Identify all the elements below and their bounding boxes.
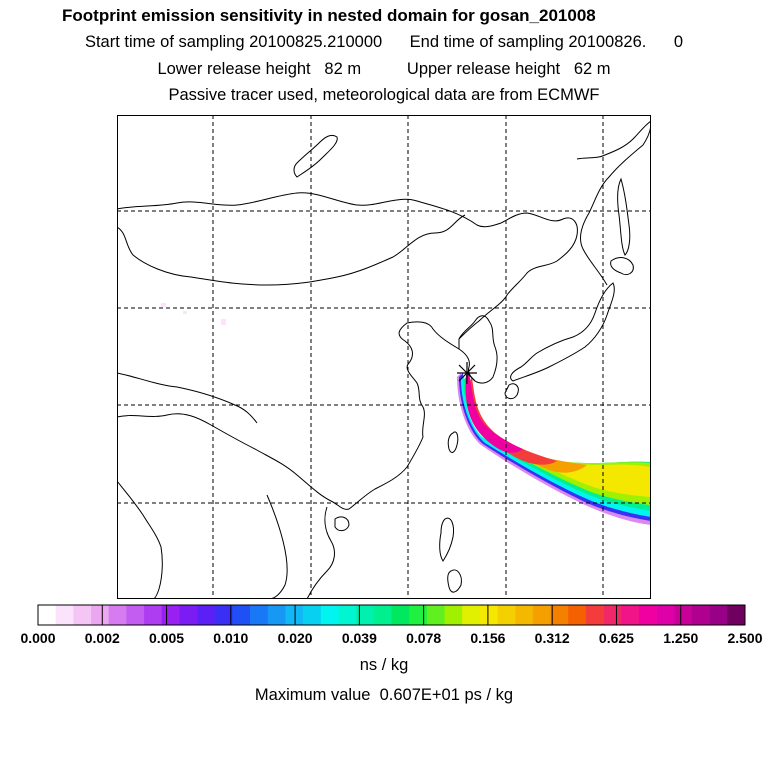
colorbar-cell <box>656 605 675 625</box>
colorbar-cell <box>691 605 710 625</box>
border-indochina <box>266 494 288 599</box>
colorbar-cell <box>250 605 269 625</box>
colorbar-cell <box>462 605 481 625</box>
colorbar-cell <box>550 605 569 625</box>
colorbar-cell <box>568 605 587 625</box>
coast-korea <box>458 315 498 384</box>
colorbar-label: 0.312 <box>535 630 570 646</box>
colorbar-cell <box>232 605 251 625</box>
colorbar-cell <box>426 605 445 625</box>
coast-bay-of-bengal <box>117 480 163 599</box>
plume-speck <box>221 319 226 325</box>
colorbar: 0.000 0.002 0.005 0.010 0.020 0.039 0.078 0.156… <box>20 604 763 646</box>
colorbar-cell <box>497 605 516 625</box>
colorbar-cell <box>303 605 322 625</box>
colorbar-frame <box>37 604 746 626</box>
colorbar-cell <box>144 605 163 625</box>
coast-okhotsk <box>576 120 651 160</box>
release-height-line: Lower release height 82 m Upper release … <box>157 60 611 78</box>
plume <box>161 303 651 525</box>
island-luzon <box>439 517 454 562</box>
island-hainan <box>334 516 350 532</box>
island-hokkaido <box>610 257 634 276</box>
colorbar-label: 0.078 <box>406 630 441 646</box>
colorbar-cell <box>38 605 56 625</box>
colorbar-label: 0.005 <box>149 630 184 646</box>
border-china-south-asia <box>117 413 350 510</box>
border-ne-china <box>458 212 578 340</box>
colorbar-cell <box>727 605 746 625</box>
plume-layer-magenta <box>465 373 523 453</box>
border-mongolia-russia <box>117 192 502 228</box>
colorbar-label: 2.500 <box>727 630 762 646</box>
colorbar-cell <box>585 605 604 625</box>
figure-title: Footprint emission sensitivity in nested… <box>62 6 596 25</box>
map-frame <box>117 115 651 599</box>
colorbar-label: 0.002 <box>85 630 120 646</box>
colorbar-cell <box>214 605 233 625</box>
colorbar-label: 0.010 <box>213 630 248 646</box>
island-kyushu <box>504 383 519 400</box>
footprint-map <box>117 115 651 599</box>
border-mongolia-china <box>117 214 466 286</box>
colorbar-cell <box>444 605 463 625</box>
colorbar-cell <box>338 605 357 625</box>
colorbar-cell <box>709 605 728 625</box>
colorbar-cell <box>621 605 640 625</box>
island-japan <box>510 282 615 382</box>
maximum-value: Maximum value 0.607E+01 ps / kg <box>254 686 514 704</box>
colorbar-cell <box>91 605 109 625</box>
colorbar-cell <box>532 605 551 625</box>
border-tibet <box>117 372 258 424</box>
island-philippines-south <box>447 569 462 593</box>
lake-baikal <box>293 134 338 178</box>
coast-china-east <box>348 321 460 510</box>
island-sakhalin <box>617 177 631 256</box>
colorbar-cell <box>126 605 145 625</box>
colorbar-cell <box>73 605 92 625</box>
colorbar-label: 0.000 <box>20 630 55 646</box>
colorbar-cell <box>391 605 410 625</box>
colorbar-cell <box>603 605 622 625</box>
colorbar-cell <box>373 605 392 625</box>
graticule <box>117 115 651 599</box>
colorbar-label: 0.020 <box>278 630 313 646</box>
colorbar-cell <box>179 605 198 625</box>
island-taiwan <box>447 431 459 453</box>
receptor-star-icon <box>457 362 477 384</box>
colorbar-cell <box>320 605 339 625</box>
colorbar-label: 0.039 <box>342 630 377 646</box>
colorbar-cell <box>197 605 216 625</box>
plume-speck <box>183 311 187 314</box>
colorbar-unit: ns / kg <box>359 656 409 674</box>
colorbar-cell <box>55 605 74 625</box>
coastlines <box>117 120 651 599</box>
plume-speck <box>161 303 166 307</box>
colorbar-cell <box>638 605 657 625</box>
colorbar-cell <box>285 605 304 625</box>
colorbar-label: 0.625 <box>599 630 634 646</box>
coast-vietnam <box>306 506 335 599</box>
coast-russia-far-east <box>580 122 651 286</box>
tracer-info-line: Passive tracer used, meteorological data… <box>168 86 600 104</box>
sampling-time-line: Start time of sampling 20100825.210000 E… <box>84 33 684 51</box>
colorbar-label: 1.250 <box>663 630 698 646</box>
colorbar-cell <box>515 605 534 625</box>
colorbar-cell <box>161 605 180 625</box>
colorbar-cell <box>267 605 286 625</box>
plume-layer-yellow <box>467 381 651 497</box>
colorbar-label: 0.156 <box>470 630 505 646</box>
colorbar-cell <box>108 605 127 625</box>
colorbar-cell <box>479 605 498 625</box>
colorbar-cell <box>674 605 693 625</box>
colorbar-cell <box>356 605 375 625</box>
colorbar-cell <box>409 605 428 625</box>
